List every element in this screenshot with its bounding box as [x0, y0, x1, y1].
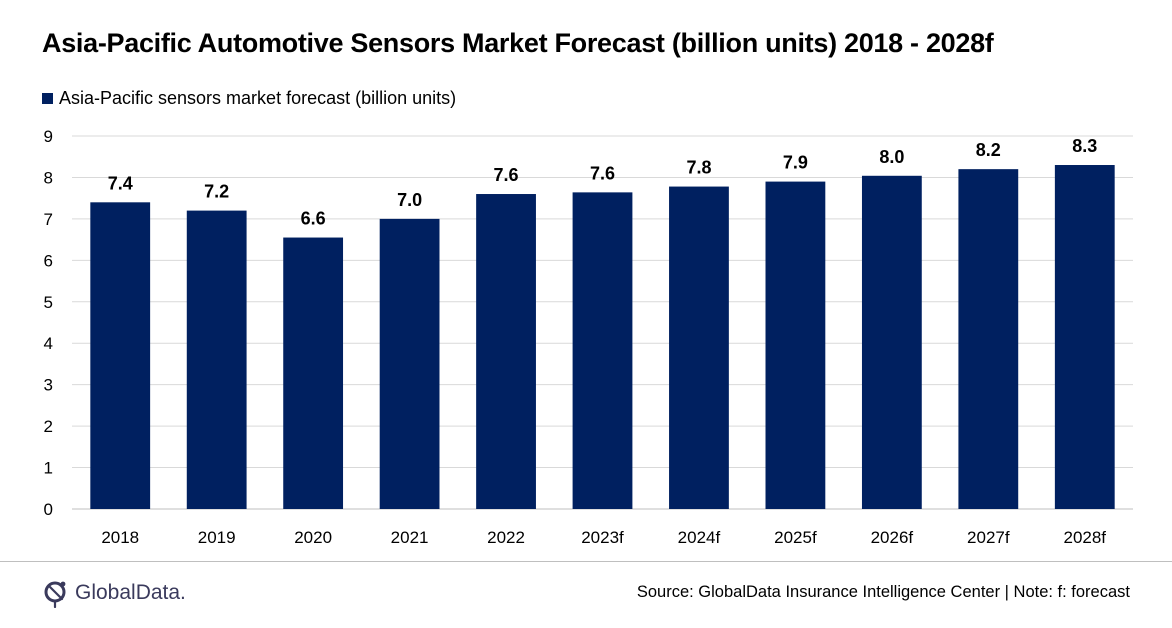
globaldata-logo-icon — [44, 581, 66, 608]
bar-2022 — [476, 194, 536, 509]
x-tick-label-2019: 2019 — [198, 528, 236, 547]
x-tick-label-2020: 2020 — [294, 528, 332, 547]
data-label-2022: 7.6 — [494, 165, 519, 185]
y-tick-label: 0 — [44, 500, 53, 519]
bar-2021 — [379, 218, 440, 509]
bar-2027f — [958, 169, 1019, 509]
data-label-2023f: 7.6 — [590, 163, 615, 183]
data-label-2025f: 7.9 — [783, 153, 808, 173]
logo-text: GlobalData. — [75, 581, 186, 604]
footer-divider — [0, 561, 1172, 562]
data-label-2019: 7.2 — [204, 182, 229, 202]
bar-2020 — [283, 237, 344, 510]
data-label-2018: 7.4 — [108, 173, 133, 193]
data-labels: 7.4 7.2 6.6 7.0 7.6 7.6 7.8 7.9 8.0 8.2 8.3 — [108, 136, 1098, 229]
y-tick-label: 7 — [44, 210, 53, 229]
y-tick-label: 1 — [44, 459, 53, 478]
y-tick-label: 4 — [44, 334, 53, 353]
x-tick-label-2018: 2018 — [101, 528, 139, 547]
bar-2024f — [669, 186, 729, 509]
data-label-2026f: 8.0 — [879, 147, 904, 167]
y-tick-label: 9 — [44, 127, 53, 146]
legend-label: Asia-Pacific sensors market forecast (bi… — [59, 88, 457, 108]
chart-title: Asia-Pacific Automotive Sensors Market F… — [42, 28, 994, 58]
x-tick-label-2021: 2021 — [391, 528, 429, 547]
y-tick-label: 8 — [44, 168, 53, 187]
y-axis-ticks: 0 1 2 3 4 5 6 7 8 9 — [44, 127, 53, 519]
data-label-2020: 6.6 — [301, 209, 326, 229]
bar-2026f — [861, 175, 922, 509]
x-tick-label-2028f: 2028f — [1063, 528, 1106, 547]
data-label-2027f: 8.2 — [976, 140, 1001, 160]
x-tick-label-2024f: 2024f — [678, 528, 721, 547]
y-tick-label: 6 — [44, 251, 53, 270]
data-label-2028f: 8.3 — [1072, 136, 1097, 156]
legend-swatch — [42, 93, 53, 104]
bar-2018 — [90, 202, 151, 510]
x-tick-label-2026f: 2026f — [871, 528, 914, 547]
x-axis-ticks: 2018 2019 2020 2021 2022 2023f 2024f 2025f 2026f… — [101, 528, 1106, 547]
legend: Asia-Pacific sensors market forecast (bi… — [42, 88, 456, 109]
bar-2028f — [1054, 165, 1115, 509]
bar-2023f — [572, 192, 633, 509]
x-tick-label-2027f: 2027f — [967, 528, 1010, 547]
x-tick-label-2025f: 2025f — [774, 528, 817, 547]
data-label-2021: 7.0 — [397, 190, 422, 210]
data-label-2024f: 7.8 — [686, 158, 711, 178]
bar-2025f — [765, 181, 826, 510]
x-tick-label-2023f: 2023f — [581, 528, 624, 547]
y-tick-label: 5 — [44, 293, 53, 312]
source-note: Source: GlobalData Insurance Intelligenc… — [636, 583, 1130, 601]
y-tick-label: 3 — [44, 376, 53, 395]
globaldata-logo: GlobalData. — [42, 578, 186, 608]
x-tick-label-2022: 2022 — [487, 528, 525, 547]
y-tick-label: 2 — [44, 417, 53, 436]
bars — [90, 165, 1115, 510]
bar-2019 — [186, 210, 247, 509]
